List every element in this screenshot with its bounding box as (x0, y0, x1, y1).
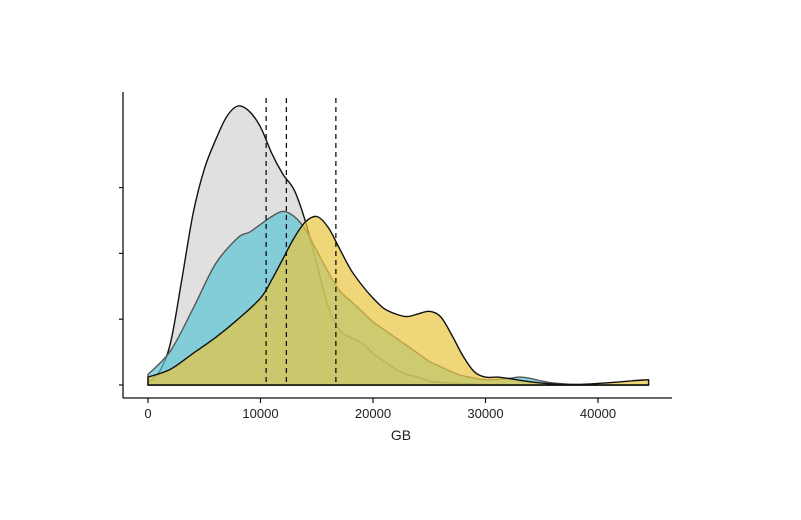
density-area-3 (147, 215, 650, 386)
x-tick-label: 40000 (580, 406, 616, 421)
axes (122, 92, 672, 399)
x-tick-label: 10000 (242, 406, 278, 421)
x-tick-label: 0 (144, 406, 151, 421)
reference-lines (265, 98, 337, 385)
density-areas (147, 105, 650, 386)
y-axis-ticks (119, 186, 123, 386)
x-axis-title: GB (391, 427, 411, 443)
x-axis-ticks: 0 10000 20000 30000 40000 (144, 398, 616, 421)
x-tick-label: 20000 (355, 406, 391, 421)
x-tick-label: 30000 (467, 406, 503, 421)
